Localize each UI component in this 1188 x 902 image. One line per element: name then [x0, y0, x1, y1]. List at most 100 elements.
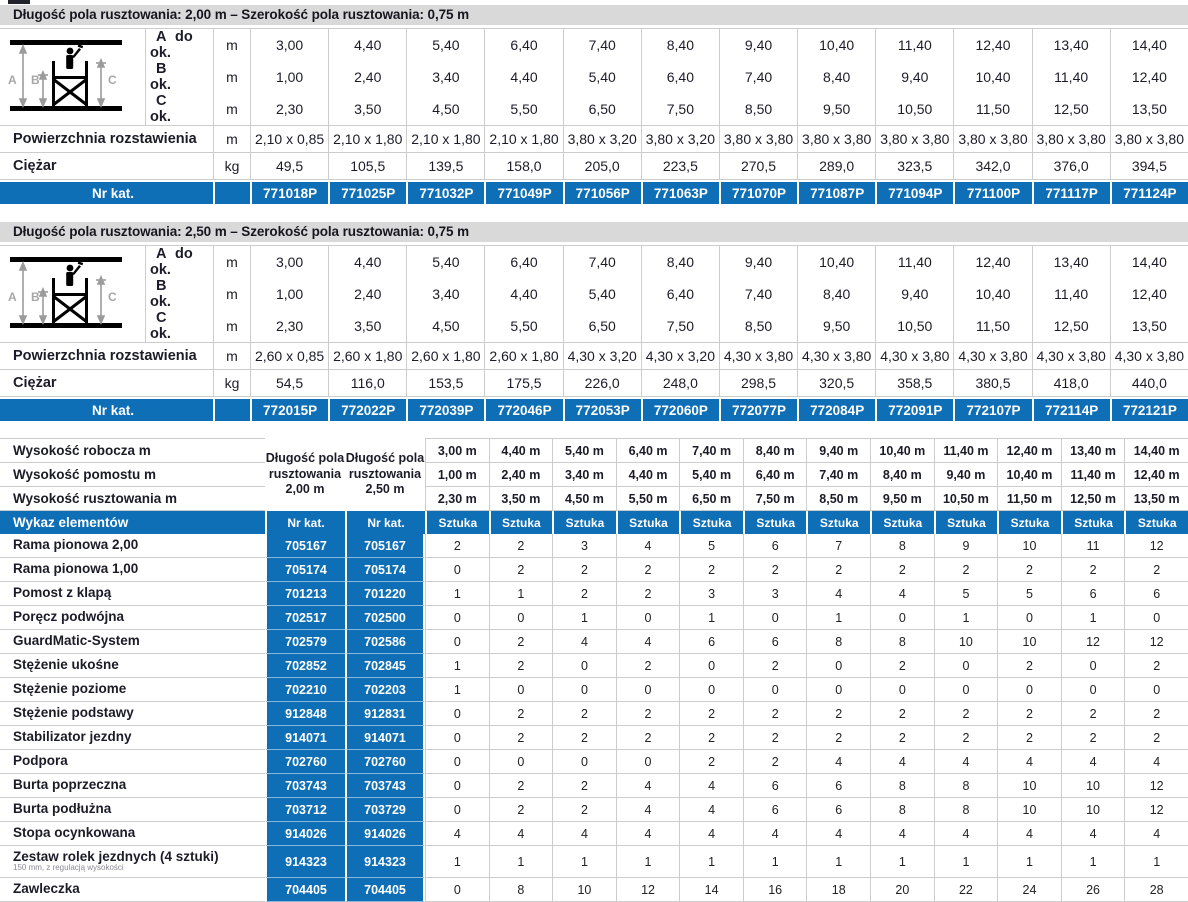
catalog-number-cell: 772077P — [718, 397, 798, 421]
diagram-label-c: C — [108, 73, 117, 87]
qty-cell: 1 — [425, 582, 489, 606]
value-cell: 11,50 — [953, 93, 1032, 126]
qty-cell: 2 — [1124, 558, 1188, 582]
value-cell: 14,40 — [1109, 245, 1188, 278]
value-cell: 3,80 x 3,20 — [562, 126, 641, 153]
component-name: Rama pionowa 1,00 — [0, 558, 265, 582]
unit-cell: m — [213, 61, 250, 93]
value-cell: 3,80 x 3,80 — [953, 126, 1032, 153]
value-cell: 2,60 x 1,80 — [484, 343, 563, 370]
table-row: Ciężar kg 54,5 116,0 153,5 175,5 226,0 248,0 298… — [0, 370, 1188, 397]
height-value-cell: 13,40 m — [1060, 438, 1125, 463]
catalog-number-cell: 771124P — [1109, 180, 1188, 204]
sztuka-header: Sztuka — [742, 511, 807, 534]
value-cell: 9,40 — [718, 245, 798, 278]
qty-cell: 0 — [425, 750, 489, 774]
value-cell: 9,40 — [718, 28, 798, 61]
value-cell: 6,40 — [640, 278, 719, 310]
qty-cell: 4 — [1060, 822, 1125, 846]
value-cell: 5,40 — [406, 28, 485, 61]
catalog-number-cell: 912848 — [265, 702, 345, 726]
qty-cell: 2 — [552, 702, 616, 726]
qty-cell: 0 — [1060, 678, 1125, 702]
value-cell: 5,40 — [406, 245, 485, 278]
value-cell: 54,5 — [250, 370, 329, 397]
qty-cell: 2 — [615, 558, 680, 582]
value-cell: 376,0 — [1031, 153, 1110, 180]
value-cell: 10,40 — [797, 245, 876, 278]
value-cell: 3,80 x 3,20 — [640, 126, 719, 153]
component-name: Zawleczka — [0, 878, 265, 902]
qty-cell: 8 — [806, 630, 871, 654]
qty-cell: 2 — [870, 702, 934, 726]
value-cell: 3,00 — [250, 28, 329, 61]
component-row: Stężenie poziome 702210 702203 1 0 0 0 0 0 0 0 0 0 0 0 — [0, 678, 1188, 702]
value-cell: 8,40 — [640, 245, 719, 278]
qty-cell: 14 — [679, 878, 743, 902]
qty-cell: 2 — [742, 750, 807, 774]
sztuka-header: Sztuka — [997, 511, 1061, 534]
qty-cell: 12 — [1060, 630, 1125, 654]
qty-cell: 4 — [615, 798, 680, 822]
height-row: Wysokość rusztowania m 2,30 m 3,50 m 4,50 m… — [0, 487, 1188, 511]
qty-cell: 11 — [1060, 534, 1125, 558]
height-value-cell: 13,50 m — [1124, 487, 1188, 511]
column-group-header: Długość pola rusztowania 2,50 m — [345, 451, 425, 497]
component-row: Poręcz podwójna 702517 702500 0 0 1 0 1 0 1 0 1 0 1 0 — [0, 606, 1188, 630]
height-value-cell: 3,40 m — [552, 463, 616, 487]
catalog-number-cell: 702517 — [265, 606, 345, 630]
qty-cell: 2 — [933, 558, 998, 582]
value-cell: 4,30 x 3,80 — [1031, 343, 1110, 370]
qty-cell: 2 — [488, 654, 553, 678]
value-cell: 7,40 — [562, 245, 641, 278]
qty-cell: 0 — [679, 678, 743, 702]
qty-cell: 0 — [1060, 654, 1125, 678]
qty-cell: 2 — [870, 654, 934, 678]
qty-cell: 4 — [552, 630, 616, 654]
scaffold-height-diagram-icon: A B C — [8, 39, 122, 111]
qty-cell: 4 — [997, 750, 1061, 774]
catalog-number-cell: 702852 — [265, 654, 345, 678]
component-name: Pomost z klapą — [0, 582, 265, 606]
value-cell: 12,40 — [1109, 278, 1188, 310]
table-row: Powierzchnia rozstawienia m 2,10 x 0,85 2,1… — [0, 126, 1188, 153]
qty-cell: 1 — [425, 654, 489, 678]
qty-cell: 0 — [488, 678, 553, 702]
qty-cell: 0 — [615, 750, 680, 774]
unit-cell: kg — [213, 153, 250, 180]
height-value-cell: 1,00 m — [425, 463, 489, 487]
catalog-number-cell: 914026 — [345, 822, 425, 846]
qty-cell: 2 — [615, 654, 680, 678]
value-cell: 2,10 x 1,80 — [328, 126, 407, 153]
value-cell: 3,80 x 3,80 — [875, 126, 954, 153]
value-cell: 6,40 — [484, 245, 563, 278]
qty-cell: 2 — [806, 726, 871, 750]
catalog-number-cell: 704405 — [265, 878, 345, 902]
height-value-cell: 9,40 m — [933, 463, 998, 487]
qty-cell: 0 — [806, 654, 871, 678]
qty-cell: 2 — [488, 726, 553, 750]
height-value-cell: 11,40 m — [933, 438, 998, 463]
catalog-number-cell: 702210 — [265, 678, 345, 702]
qty-cell: 0 — [615, 678, 680, 702]
catalog-number-cell: 914323 — [345, 846, 425, 878]
qty-cell: 0 — [679, 654, 743, 678]
qty-cell: 0 — [552, 654, 616, 678]
qty-cell: 2 — [552, 726, 616, 750]
catalog-number-cell: 772039P — [406, 397, 485, 421]
height-value-cell: 3,50 m — [488, 487, 553, 511]
component-row: Burta poprzeczna 703743 703743 0 2 2 4 4 6 6 8 8 10 1… — [0, 774, 1188, 798]
qty-cell: 2 — [679, 702, 743, 726]
height-value-cell: 4,50 m — [552, 487, 616, 511]
qty-cell: 2 — [997, 654, 1061, 678]
qty-cell: 8 — [488, 878, 553, 902]
qty-cell: 8 — [870, 630, 934, 654]
qty-cell: 2 — [870, 726, 934, 750]
qty-cell: 0 — [742, 606, 807, 630]
value-cell: 3,80 x 3,80 — [718, 126, 798, 153]
qty-cell: 1 — [679, 606, 743, 630]
qty-cell: 3 — [552, 534, 616, 558]
